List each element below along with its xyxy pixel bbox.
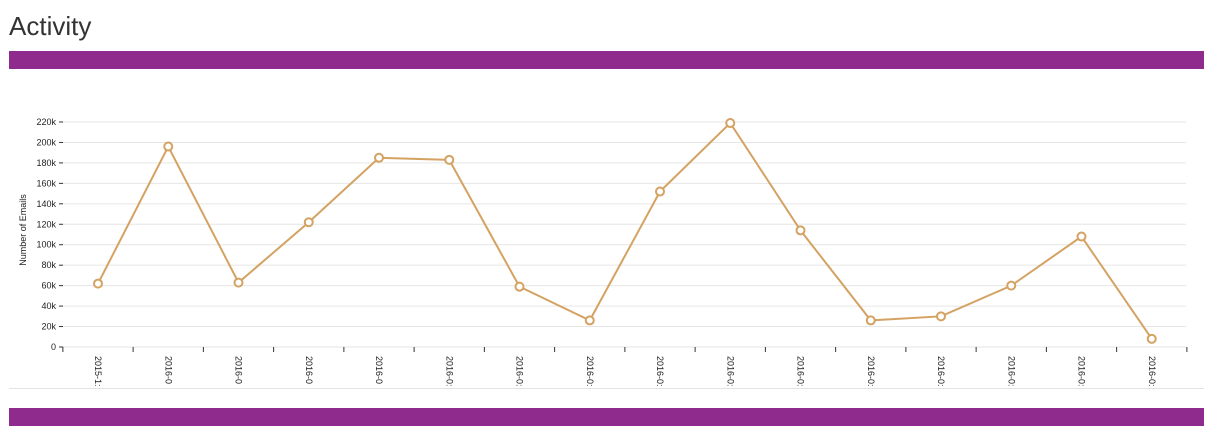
y-tick-label: 60k <box>41 281 56 291</box>
data-point[interactable] <box>514 281 525 292</box>
y-tick-label: 160k <box>36 178 56 188</box>
x-axis: 2015-1: 2016-0 2016-0 2016-0 2016-0 2016-0: 20… <box>62 347 1188 387</box>
data-point[interactable] <box>936 311 946 322</box>
data-point[interactable] <box>444 154 455 165</box>
footer-accent-bar <box>9 408 1204 426</box>
x-tick-label: 2016-0: <box>866 356 876 387</box>
x-tick-label: 2016-0: <box>1147 356 1157 387</box>
y-tick-label: 120k <box>36 219 56 229</box>
page-title: Activity <box>9 11 92 41</box>
y-tick-label: 0 <box>51 342 56 352</box>
x-tick-label: 2016-0: <box>444 356 454 387</box>
x-tick-label: 2016-0 <box>163 356 173 384</box>
x-tick-label: 2016-0: <box>585 356 595 387</box>
data-point[interactable] <box>93 278 103 289</box>
data-point[interactable] <box>233 277 244 288</box>
y-axis-title: Number of Emails <box>18 194 28 266</box>
data-point[interactable] <box>1006 280 1017 291</box>
x-tick-label: 2016-0: <box>1006 356 1016 387</box>
x-tick-label: 2016-0 <box>234 356 244 384</box>
data-point[interactable] <box>303 217 314 228</box>
x-tick-label: 2016-0: <box>725 356 735 387</box>
y-tick-label: 200k <box>36 137 56 147</box>
chart-series <box>93 118 1157 344</box>
chart-gridlines <box>63 121 1186 348</box>
data-point[interactable] <box>865 315 876 326</box>
data-point[interactable] <box>655 186 665 197</box>
x-tick-label: 2016-0: <box>655 356 665 387</box>
y-tick-label: 80k <box>41 260 56 270</box>
divider <box>9 388 1204 389</box>
x-tick-label: 2016-0: <box>936 356 946 387</box>
y-tick-label: 180k <box>36 158 56 168</box>
y-tick-label: 140k <box>36 199 56 209</box>
data-point[interactable] <box>374 152 384 163</box>
x-tick-label: 2016-0: <box>515 356 525 387</box>
data-point[interactable] <box>725 118 736 129</box>
data-point[interactable] <box>795 225 806 236</box>
y-tick-label: 100k <box>36 240 56 250</box>
y-tick-label: 220k <box>36 117 56 127</box>
data-point[interactable] <box>1076 231 1087 242</box>
series-line <box>97 121 1153 340</box>
header-accent-bar <box>9 51 1204 69</box>
x-tick-label: 2016-0: <box>796 356 806 387</box>
x-tick-label: 2015-1: <box>93 356 103 387</box>
x-tick-label: 2016-0: <box>1077 356 1087 387</box>
y-tick-label: 40k <box>41 301 56 311</box>
data-point[interactable] <box>163 141 174 152</box>
y-tick-label: 20k <box>41 322 56 332</box>
data-point[interactable] <box>1146 333 1157 344</box>
x-tick-label: 2016-0 <box>374 356 384 384</box>
emails-line-chart: 0 20k 40k 60k 80k 100k 120k 140k 160k 180k 200k 220… <box>18 117 1188 387</box>
x-tick-label: 2016-0 <box>304 356 314 384</box>
y-axis: 0 20k 40k 60k 80k 100k 120k 140k 160k 180k 200k 220… <box>36 117 63 352</box>
data-point[interactable] <box>584 315 595 326</box>
